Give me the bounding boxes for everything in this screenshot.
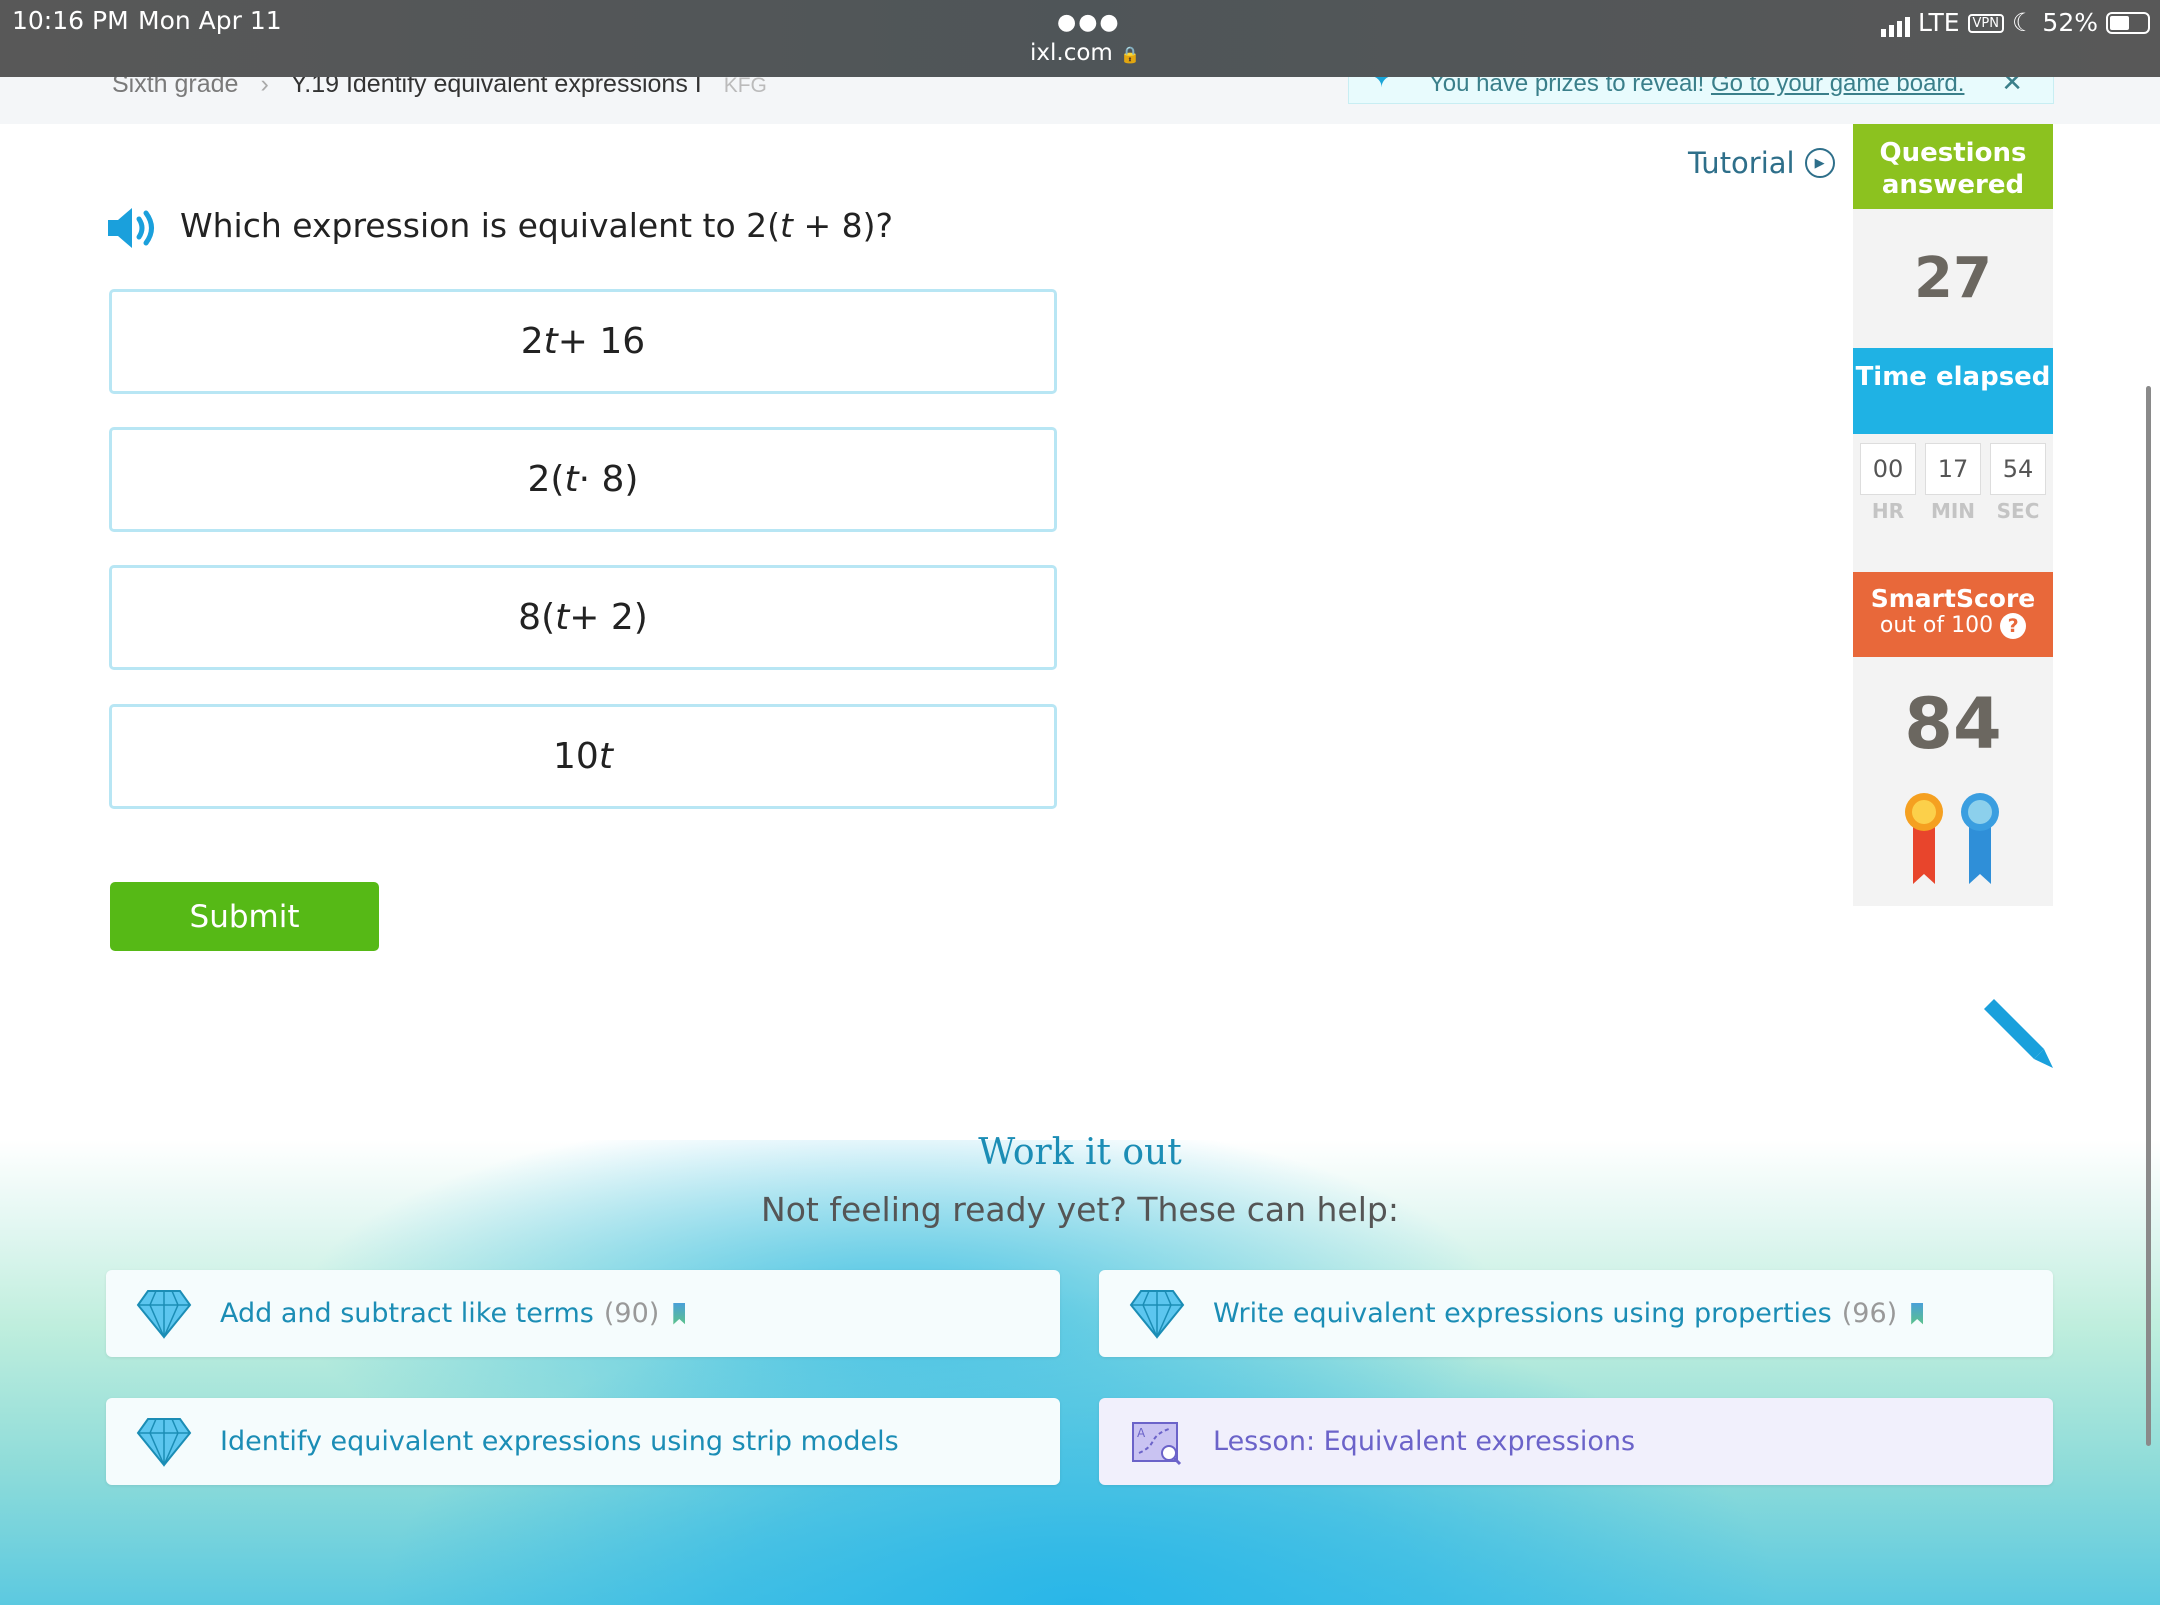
sec-label: SEC <box>1996 499 2040 523</box>
hr-label: HR <box>1871 499 1905 523</box>
battery-percent: 52% <box>2042 8 2098 37</box>
help-card-skill[interactable]: Identify equivalent expressions using st… <box>106 1398 1060 1485</box>
help-card-label: Add and subtract like terms <box>220 1298 594 1329</box>
help-icon[interactable]: ? <box>2000 613 2027 639</box>
answer-option[interactable]: 8(t + 2) <box>109 565 1057 670</box>
score-sidebar: Questions answered 27 Time elapsed 00 17… <box>1853 124 2053 906</box>
more-dots-icon[interactable]: ●●● <box>1057 10 1121 35</box>
signal-icon <box>1880 15 1910 37</box>
lock-icon: 🔒 <box>1120 45 1141 64</box>
chevron-right-icon: › <box>260 70 269 98</box>
status-time: 10:16 PM <box>12 6 129 35</box>
answer-option[interactable]: 10 t <box>109 704 1057 809</box>
help-card-label: Lesson: Equivalent expressions <box>1213 1426 1636 1457</box>
smartscore-label: SmartScore <box>1870 584 2036 613</box>
smartscore-header: SmartScore out of 100 ? <box>1853 572 2053 657</box>
speaker-icon[interactable] <box>106 206 162 254</box>
questions-answered-count: 27 <box>1914 246 1992 311</box>
help-card-skill[interactable]: Write equivalent expressions using prope… <box>1099 1270 2053 1357</box>
help-card-label: Identify equivalent expressions using st… <box>220 1426 899 1457</box>
prize-text: You have prizes to reveal! <box>1429 72 1705 97</box>
smartscore-value: 84 <box>1904 683 2002 765</box>
submit-button[interactable]: Submit <box>110 882 379 951</box>
timer-minutes: 17 <box>1925 443 1981 495</box>
lesson-icon: A <box>1132 1421 1182 1465</box>
diamond-icon <box>136 1417 192 1467</box>
ribbon-awards-icon <box>1905 793 1999 884</box>
questions-answered-label: Questions answered <box>1853 124 2053 209</box>
battery-icon <box>2106 12 2150 34</box>
help-card-score: (90) <box>603 1298 660 1329</box>
diamond-icon <box>136 1289 192 1339</box>
url-text: ixl.com <box>1030 40 1113 66</box>
timer-seconds: 54 <box>1990 443 2046 495</box>
footer-strip <box>0 1605 2160 1620</box>
tutorial-button[interactable]: Tutorial ▶ <box>1688 146 1835 180</box>
game-board-link[interactable]: Go to your game board. <box>1710 72 1965 97</box>
status-icons: LTE VPN ☾ 52% <box>1880 8 2150 37</box>
prize-icon: ✦ <box>1369 72 1395 94</box>
help-subtitle: Not feeling ready yet? These can help: <box>761 1190 1399 1229</box>
play-icon: ▶ <box>1804 148 1835 178</box>
help-card-score: (96) <box>1841 1298 1898 1329</box>
close-icon[interactable]: ✕ <box>2001 72 2023 97</box>
vpn-badge: VPN <box>1967 14 2004 33</box>
diamond-icon <box>1129 1289 1185 1339</box>
skill-code: KFG <box>723 74 767 97</box>
timer-hours: 00 <box>1860 443 1916 495</box>
time-elapsed-label: Time elapsed <box>1853 348 2053 434</box>
moon-icon: ☾ <box>2012 8 2035 37</box>
help-card-lesson[interactable]: A Lesson: Equivalent expressions <box>1099 1398 2053 1485</box>
question-text: Which expression is equivalent to 2(t + … <box>180 206 893 245</box>
help-card-label: Write equivalent expressions using prope… <box>1213 1298 1832 1329</box>
tutorial-label: Tutorial <box>1688 146 1795 180</box>
network-label: LTE <box>1917 8 1960 37</box>
work-it-out-title: Work it out <box>978 1132 1182 1173</box>
help-card-skill[interactable]: Add and subtract like terms (90) <box>106 1270 1060 1357</box>
url-label[interactable]: ixl.com 🔒 <box>1030 40 1140 66</box>
smartscore-sub: out of 100 <box>1879 613 1994 638</box>
pencil-icon[interactable] <box>1980 995 2054 1069</box>
timer: 00 17 54 HR MIN SEC <box>1853 434 2053 572</box>
bookmark-icon <box>673 1302 686 1325</box>
status-bar: 10:16 PM Mon Apr 11 ●●● ixl.com 🔒 LTE VP… <box>0 0 2160 77</box>
prize-banner: ✦ You have prizes to reveal! Go to your … <box>1348 72 2054 104</box>
bookmark-icon <box>1911 1302 1924 1325</box>
help-section-background <box>0 1140 2160 1605</box>
min-label: MIN <box>1930 499 1976 523</box>
svg-text:A: A <box>1137 1426 1146 1440</box>
scrollbar[interactable] <box>2146 386 2151 1446</box>
status-date: Mon Apr 11 <box>138 6 282 35</box>
answer-option[interactable]: 2(t · 8) <box>109 427 1057 532</box>
